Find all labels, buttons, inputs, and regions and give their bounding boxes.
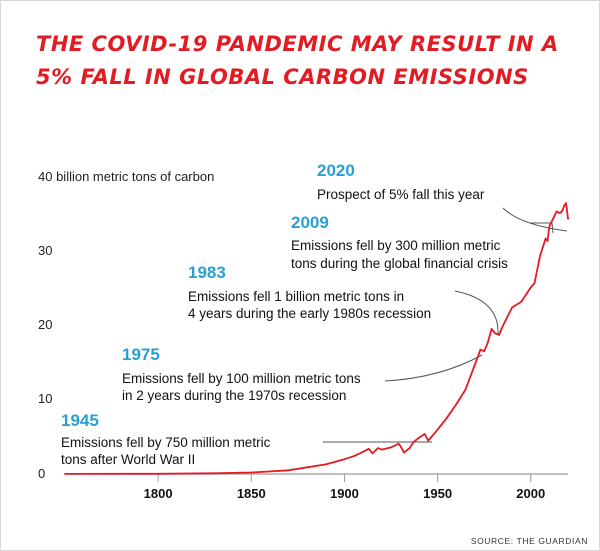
data-point <box>548 225 551 228</box>
emissions-line <box>64 202 569 475</box>
annotation-1983-line-1: Emissions fell 1 billion metric tons in <box>188 289 404 304</box>
x-tick-label: 2000 <box>516 486 545 501</box>
data-point <box>501 325 504 327</box>
x-axis-ticks: 1800 1850 1900 1950 2000 <box>144 474 545 501</box>
data-point <box>563 204 566 207</box>
annotation-1945-line-1: Emissions fell by 750 million metric <box>61 435 271 450</box>
data-point <box>412 441 415 444</box>
annotation-year-2009: 2009 <box>291 213 329 232</box>
data-point <box>498 334 500 336</box>
data-point <box>403 451 405 454</box>
y-axis-label: 40 billion metric tons of carbon <box>38 169 214 184</box>
data-point <box>557 211 560 214</box>
y-tick-label: 30 <box>38 243 52 258</box>
data-point <box>306 466 309 469</box>
data-point <box>399 445 402 447</box>
chart-title-line-1: THE COVID-19 PANDEMIC MAY RESULT IN A <box>36 32 559 56</box>
data-point <box>487 341 489 344</box>
connector-1983 <box>454 290 499 336</box>
data-point <box>371 452 374 455</box>
data-point <box>390 446 392 449</box>
data-point <box>429 437 431 440</box>
data-point <box>408 447 411 449</box>
data-point <box>362 450 364 453</box>
data-point <box>287 469 290 472</box>
data-point <box>552 217 554 220</box>
data-point <box>559 211 562 214</box>
data-point <box>157 472 160 475</box>
data-point <box>436 428 439 431</box>
data-point <box>397 442 400 445</box>
data-point <box>64 473 66 475</box>
annotation-year-2020: 2020 <box>317 161 355 180</box>
data-point <box>464 388 467 391</box>
data-point <box>250 471 253 474</box>
connector-1975 <box>384 354 483 382</box>
data-point <box>423 433 426 435</box>
data-point <box>479 348 482 351</box>
data-point <box>483 350 486 353</box>
connector-2009 <box>531 222 554 234</box>
data-point <box>567 217 569 220</box>
y-tick-label: 20 <box>38 317 52 332</box>
data-point <box>555 210 558 213</box>
data-point <box>418 436 420 439</box>
annotation-1945-line-2: tons after World War II <box>61 452 195 467</box>
data-point <box>427 439 430 442</box>
annotation-1975-line-1: Emissions fell by 100 million metric ton… <box>122 371 361 386</box>
data-point <box>511 306 513 309</box>
data-point <box>377 447 379 449</box>
x-tick-label: 1900 <box>330 486 359 501</box>
data-point <box>455 403 458 406</box>
data-point <box>352 455 355 458</box>
x-tick-label: 1800 <box>144 486 173 501</box>
annotation-2009-line-2: tons during the global financial crisis <box>291 256 508 271</box>
data-point <box>520 300 523 303</box>
annotation-2020-line-1: Prospect of 5% fall this year <box>317 187 485 202</box>
connector-2020 <box>502 207 568 232</box>
data-point <box>446 416 448 419</box>
annotation-year-1975: 1975 <box>122 345 160 364</box>
annotation-2009-line-1: Emissions fell by 300 million metric <box>291 238 501 253</box>
data-point <box>565 202 567 205</box>
x-tick-label: 1950 <box>423 486 452 501</box>
source-note: SOURCE: THE GUARDIAN <box>471 536 588 546</box>
data-point <box>494 332 497 335</box>
data-point <box>561 209 564 212</box>
data-point <box>380 448 383 451</box>
chart-title-line-2: 5% FALL IN GLOBAL CARBON EMISSIONS <box>36 65 529 89</box>
y-tick-label: 0 <box>38 466 45 481</box>
data-point <box>367 447 370 450</box>
data-point <box>490 328 493 330</box>
data-point <box>539 254 541 257</box>
data-point <box>474 363 476 366</box>
data-point <box>213 472 215 475</box>
emissions-points <box>64 202 569 475</box>
data-point <box>529 286 532 289</box>
annotation-year-1945: 1945 <box>61 411 99 430</box>
x-tick-label: 1850 <box>237 486 266 501</box>
data-point <box>324 463 327 466</box>
data-point <box>343 458 346 461</box>
data-point <box>544 237 547 240</box>
annotation-1983-line-2: 4 years during the early 1980s recession <box>188 306 431 321</box>
annotation-1975-line-2: in 2 years during the 1970s recession <box>122 388 346 403</box>
annotation-year-1983: 1983 <box>188 263 226 282</box>
y-tick-label: 10 <box>38 391 52 406</box>
data-point <box>533 282 536 284</box>
data-point <box>546 240 549 242</box>
